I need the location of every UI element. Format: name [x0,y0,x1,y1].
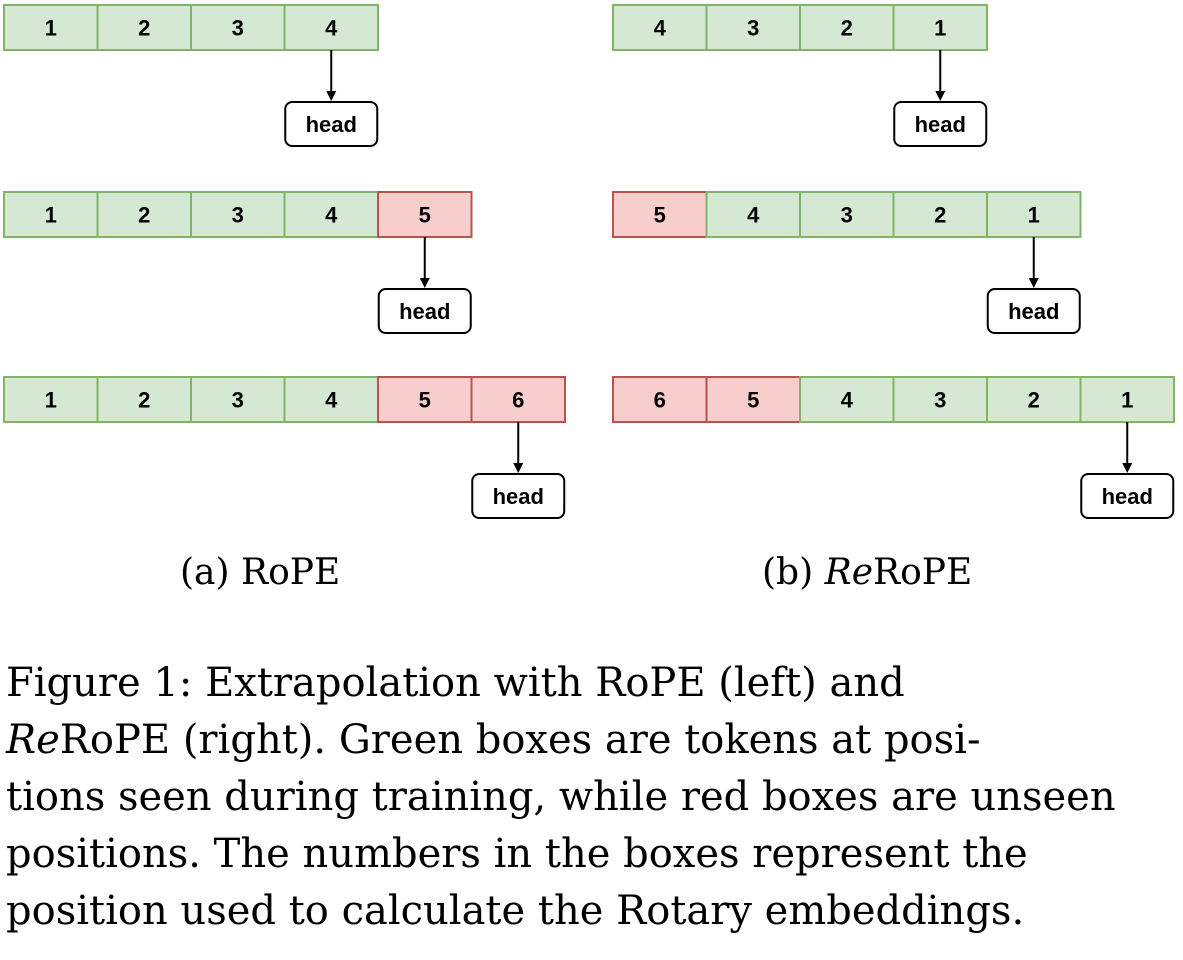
rerope-token-cell: 4 [613,5,707,50]
position-number: 3 [747,16,759,41]
rerope-label-name: RoPE [873,552,972,593]
position-number: 3 [934,388,946,413]
rope-subfigure-label: (a) RoPE [180,552,340,593]
rerope-head-box: head [988,289,1080,333]
position-number: 3 [232,203,244,228]
rerope-head-box: head [1081,474,1173,518]
position-number: 3 [232,16,244,41]
position-number: 2 [934,203,946,228]
position-number: 6 [512,388,524,413]
rerope-token-cell: 1 [987,192,1081,237]
rerope-subfigure-label: (b) ReRoPE [762,552,972,593]
rope-token-cell: 4 [285,192,379,237]
rope-token-cell: 1 [4,5,98,50]
caption-line-5: position used to calculate the Rotary em… [6,883,1174,940]
position-number: 1 [934,16,946,41]
head-label: head [399,299,450,324]
position-number: 1 [1121,388,1133,413]
position-number: 1 [1028,203,1040,228]
rerope-token-cell: 6 [613,377,707,422]
position-number: 4 [841,388,854,413]
rerope-label-prefix: (b) [762,552,813,593]
position-number: 5 [419,388,431,413]
position-number: 5 [654,203,666,228]
head-label: head [493,484,544,509]
caption-line-4: positions. The numbers in the boxes repr… [6,826,1174,883]
caption-line-2: ReRoPE (right). Green boxes are tokens a… [6,712,1174,769]
rerope-token-cell: 3 [894,377,988,422]
rope-head-box: head [379,289,471,333]
position-number: 3 [841,203,853,228]
caption-line-2-rest: RoPE (right). Green boxes are tokens at … [60,717,981,763]
position-number: 2 [1028,388,1040,413]
rerope-panel: 4 3 2 1 head 5 4 3 2 1 head 6 5 4 3 2 1 head [613,5,1174,518]
rope-token-cell: 4 [285,377,379,422]
rerope-token-cell: 4 [707,192,801,237]
rerope-token-cell: 2 [800,5,894,50]
rerope-token-cell: 2 [894,192,988,237]
rope-panel: 1 2 3 4 head 1 2 3 4 5 head 1 2 3 4 5 6 head [4,5,565,518]
position-number: 2 [138,203,150,228]
rerope-token-cell: 4 [800,377,894,422]
position-number: 5 [419,203,431,228]
position-number: 4 [325,16,338,41]
rerope-token-cell: 5 [613,192,707,237]
rerope-row-3: 6 5 4 3 2 1 head [613,377,1174,518]
position-number: 1 [45,388,57,413]
figure-diagram: 1 2 3 4 head 1 2 3 4 5 head 1 2 3 4 5 6 head 4 3 2 1 head 5 4 3 2… [0,0,1183,530]
head-label: head [1008,299,1059,324]
rerope-label-italic: Re [825,552,873,593]
position-number: 2 [138,388,150,413]
head-label: head [915,112,966,137]
rope-token-cell: 1 [4,192,98,237]
rope-token-cell: 4 [285,5,379,50]
rerope-row-1: 4 3 2 1 head [613,5,987,146]
rope-row-1: 1 2 3 4 head [4,5,378,146]
rope-token-cell: 2 [98,192,192,237]
rope-token-cell: 2 [98,5,192,50]
position-number: 2 [841,16,853,41]
rope-head-box: head [285,102,377,146]
rope-label-prefix: (a) [180,552,230,593]
rope-token-cell: 5 [378,192,472,237]
position-number: 2 [138,16,150,41]
position-number: 4 [654,16,667,41]
rerope-token-cell: 2 [987,377,1081,422]
rerope-token-cell: 1 [1081,377,1175,422]
rope-token-cell: 3 [191,5,285,50]
rerope-token-cell: 5 [707,377,801,422]
position-number: 6 [654,388,666,413]
rope-token-cell: 3 [191,377,285,422]
position-number: 1 [45,16,57,41]
caption-re-italic: Re [6,717,60,763]
caption-line-3: tions seen during training, while red bo… [6,769,1174,826]
caption-line-1: Figure 1: Extrapolation with RoPE (left)… [6,655,1174,712]
rope-head-box: head [472,474,564,518]
rope-token-cell: 6 [472,377,566,422]
head-label: head [306,112,357,137]
rope-token-cell: 3 [191,192,285,237]
position-number: 1 [45,203,57,228]
position-number: 3 [232,388,244,413]
position-number: 4 [325,388,338,413]
position-number: 4 [325,203,338,228]
rerope-head-box: head [894,102,986,146]
rerope-token-cell: 1 [894,5,988,50]
figure-caption: Figure 1: Extrapolation with RoPE (left)… [6,655,1174,940]
rope-token-cell: 5 [378,377,472,422]
rerope-row-2: 5 4 3 2 1 head [613,192,1081,333]
rope-token-cell: 1 [4,377,98,422]
rope-token-cell: 2 [98,377,192,422]
rerope-token-cell: 3 [707,5,801,50]
position-number: 5 [747,388,759,413]
head-label: head [1102,484,1153,509]
rope-label-name: RoPE [241,552,340,593]
rope-row-3: 1 2 3 4 5 6 head [4,377,565,518]
rerope-token-cell: 3 [800,192,894,237]
position-number: 4 [747,203,760,228]
rope-row-2: 1 2 3 4 5 head [4,192,472,333]
